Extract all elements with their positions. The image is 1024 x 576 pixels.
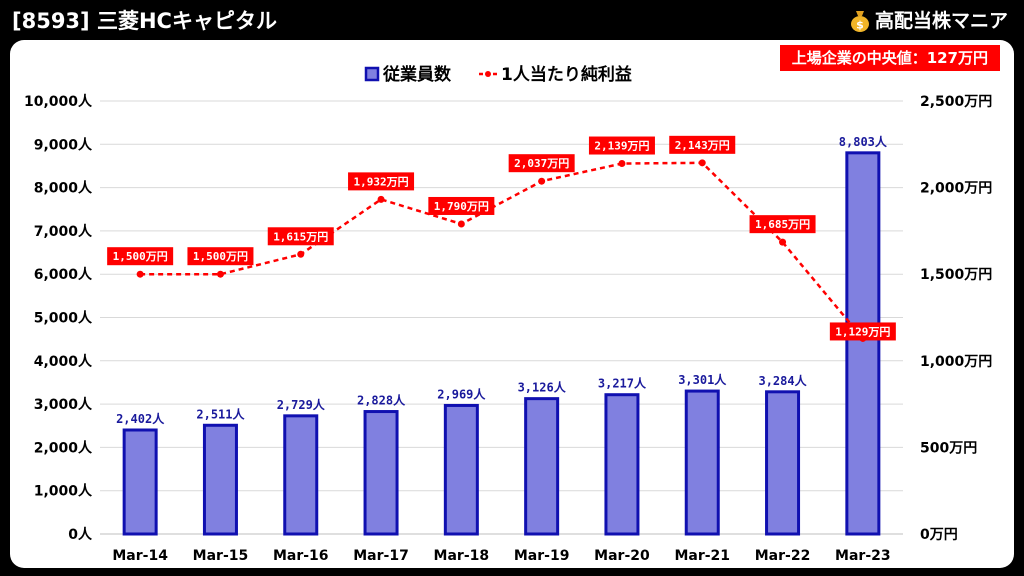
line-label-box [348,172,415,191]
line-data-label: 1,500万円 [193,250,248,263]
line-data-label: 1,932万円 [353,175,408,188]
y-right-tick-label: 1,500万円 [920,267,992,283]
y-left-tick-label: 0人 [68,526,93,543]
bar-data-label: 2,511人 [196,406,245,421]
page-title: [8593] 三菱HCキャピタル [12,9,277,33]
bar [765,390,801,536]
line-point [698,159,706,167]
x-tick-label: Mar-23 [835,548,891,564]
bar-data-label: 3,301人 [678,372,727,387]
line-point [618,160,626,168]
line-point [297,250,305,258]
x-tick-label: Mar-17 [353,548,409,564]
y-left-tick-label: 9,000人 [34,136,93,153]
x-tick-label: Mar-19 [514,548,570,564]
y-left-tick-label: 2,000人 [34,439,93,456]
x-tick-label: Mar-15 [193,548,249,564]
bar-data-label: 3,126人 [518,380,567,395]
bar [363,410,399,536]
line-data-label: 1,129万円 [835,325,890,338]
bar [202,423,238,536]
bar [524,397,560,536]
line-data-label: 1,500万円 [113,250,168,263]
bar-data-label: 2,969人 [437,386,486,401]
line-label-box [588,136,655,155]
line-point [538,177,546,185]
x-tick-label: Mar-21 [674,548,730,564]
bar-data-label: 8,803人 [839,134,888,149]
line-point [779,238,787,246]
line-point [457,220,465,228]
y-left-tick-label: 7,000人 [34,223,93,240]
line-point [216,270,224,278]
y-right-tick-label: 500万円 [920,440,977,456]
y-right-tick-label: 1,000万円 [920,354,992,370]
x-tick-label: Mar-22 [755,548,811,564]
legend-label: 従業員数 [382,64,452,85]
bar [684,389,720,536]
line-data-label: 2,037万円 [514,157,569,170]
x-tick-label: Mar-14 [112,548,168,564]
x-tick-label: Mar-16 [273,548,329,564]
y-right-tick-label: 0万円 [920,527,958,543]
bar-data-label: 2,828人 [357,393,406,408]
line-label-box [669,135,736,154]
y-right-tick-label: 2,500万円 [920,94,992,110]
y-left-tick-label: 10,000人 [24,93,93,110]
line-label-box [267,227,334,246]
line-point [377,195,385,203]
svg-text:$: $ [856,19,864,32]
bar-data-label: 2,729人 [277,397,326,412]
bar [443,403,479,536]
brand-name: 高配当株マニア [874,10,1008,32]
legend-bar-swatch [364,66,380,82]
line-label-box [829,322,896,341]
x-tick-label: Mar-18 [434,548,490,564]
bar-data-label: 3,217人 [598,376,647,391]
y-left-tick-label: 8,000人 [34,180,93,197]
line-point [136,270,144,278]
y-left-tick-label: 4,000人 [34,353,93,370]
y-left-tick-label: 3,000人 [34,396,93,413]
line-data-label: 2,143万円 [675,139,730,152]
line-label-box [107,247,174,266]
y-left-tick-label: 6,000人 [34,266,93,283]
line-label-box [749,215,816,234]
line-data-label: 1,790万円 [434,200,489,213]
brand: $ 高配当株マニア [849,6,1008,36]
bar-data-label: 2,402人 [116,411,165,426]
bar [604,393,640,536]
line-label-box [508,154,575,173]
y-left-tick-label: 1,000人 [34,483,93,500]
line-label-box [428,196,495,215]
legend-label: 1人当たり純利益 [501,64,632,85]
bar-data-label: 3,284人 [758,373,807,388]
bar [283,414,319,536]
bar [845,151,881,536]
money-bag-icon: $ [850,11,869,32]
y-right-tick-label: 2,000万円 [920,181,992,197]
line-data-label: 1,685万円 [755,218,810,231]
line-label-box [187,247,254,266]
line-data-label: 1,615万円 [273,230,328,243]
median-badge: 上場企業の中央値：127万円 [779,45,1000,71]
bar [122,428,158,536]
line-series [140,161,864,340]
legend-line-marker [485,71,491,77]
y-left-tick-label: 5,000人 [34,310,93,327]
line-data-label: 2,139万円 [594,140,649,153]
x-tick-label: Mar-20 [594,548,650,564]
